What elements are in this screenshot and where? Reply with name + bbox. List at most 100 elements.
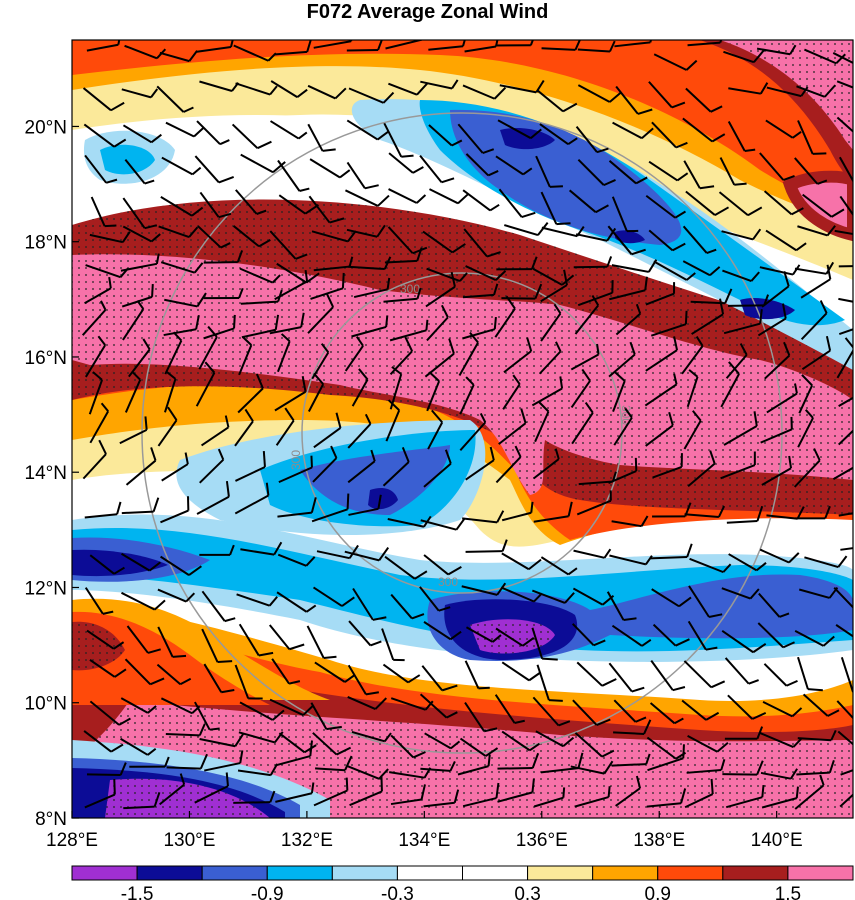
- wind-barb: [122, 225, 161, 243]
- wind-barb: [311, 230, 357, 243]
- wind-barb: [495, 445, 522, 484]
- wind-barb: [798, 374, 814, 414]
- wind-barb: [761, 455, 793, 486]
- wind-barb: [84, 154, 118, 184]
- wind-barb: [423, 554, 462, 576]
- wind-barb: [164, 371, 177, 413]
- wind-barb: [723, 411, 758, 446]
- wind-barb: [652, 453, 683, 479]
- wind-barb: [836, 80, 853, 89]
- wind-barb: [166, 753, 208, 770]
- y-tick-label: 20°N: [25, 117, 67, 138]
- wind-barb: [234, 482, 270, 515]
- wind-barb: [797, 225, 836, 237]
- wind-barb: [644, 373, 678, 407]
- ring-label-north: 300: [400, 282, 420, 296]
- wind-barb: [81, 300, 107, 336]
- wind-barb: [197, 225, 231, 249]
- wind-barb: [765, 229, 807, 252]
- wind-barb: [838, 297, 853, 303]
- wind-barb: [539, 123, 578, 145]
- wind-barb: [385, 40, 423, 50]
- wind-barb: [615, 85, 653, 115]
- north-pink-dots: [720, 40, 853, 150]
- wind-barb: [388, 82, 428, 96]
- wind-barb: [313, 40, 353, 49]
- wind-barb: [429, 188, 469, 205]
- wind-barb: [424, 732, 461, 750]
- wind-barb: [420, 761, 456, 772]
- wind-barb: [270, 80, 308, 99]
- wind-barb: [685, 190, 730, 216]
- wind-barb: [613, 699, 647, 723]
- wind-barb: [532, 267, 575, 286]
- colorbar-swatch: [657, 865, 724, 881]
- wind-barb: [348, 494, 382, 516]
- wind-barb: [199, 544, 235, 556]
- wind-barb: [611, 515, 649, 528]
- x-tick-label: 130°E: [163, 830, 215, 851]
- wind-barb: [495, 155, 533, 176]
- wind-barb: [650, 660, 686, 692]
- wind-barb: [462, 189, 500, 212]
- wind-barb: [756, 44, 797, 56]
- wind-barb: [419, 154, 455, 184]
- wind-barb: [687, 734, 729, 753]
- mid-purple-dots: [470, 619, 555, 654]
- wind-barb: [531, 627, 558, 661]
- wind-barb: [122, 197, 158, 230]
- colorbar-label: 0.3: [514, 884, 540, 900]
- wind-barb: [308, 195, 345, 224]
- wind-barb: [722, 760, 764, 776]
- colorbar-swatch: [462, 865, 529, 881]
- colorbar-label: -0.3: [381, 884, 414, 900]
- wind-barb: [575, 227, 617, 242]
- wind-barb: [84, 501, 122, 519]
- wind-barb: [648, 81, 686, 109]
- wind-barbs: [81, 40, 853, 810]
- colorbar-swatch: [201, 865, 268, 881]
- wind-barb: [540, 269, 568, 303]
- wind-barb: [762, 700, 803, 718]
- colorbar: -1.5 -0.9 -0.3 0.3 0.9 1.5: [71, 865, 854, 900]
- wind-barb: [157, 588, 196, 603]
- wind-barb: [194, 772, 229, 804]
- wind-barb: [239, 267, 281, 284]
- wind-barb: [612, 121, 654, 140]
- wind-barb: [724, 726, 764, 740]
- wind-barb: [86, 762, 127, 777]
- wind-barb: [390, 734, 426, 759]
- wind-barb: [571, 623, 606, 647]
- wind-barb: [314, 661, 356, 683]
- wind-barb: [498, 408, 527, 445]
- wind-barb: [232, 225, 271, 248]
- wind-barb: [613, 408, 633, 446]
- wind-barb: [797, 120, 827, 155]
- wind-barb: [645, 411, 674, 447]
- wind-barb: [502, 374, 521, 410]
- wind-barb: [759, 152, 795, 181]
- wind-barb: [725, 784, 765, 809]
- wind-barb: [234, 664, 263, 700]
- wind-barb: [423, 449, 452, 488]
- wind-barb: [346, 224, 386, 238]
- wind-barb: [269, 230, 308, 260]
- wind-barb: [574, 295, 600, 335]
- wind-barb: [683, 160, 715, 190]
- wind-barb: [685, 87, 723, 113]
- wind-barb: [390, 697, 434, 711]
- wind-barb: [165, 723, 206, 737]
- colorbar-label: 1.5: [775, 884, 801, 900]
- wind-barb: [125, 447, 157, 486]
- wind-barb: [540, 303, 562, 342]
- wind-barb: [465, 265, 507, 282]
- wind-barb: [123, 791, 161, 810]
- wind-barb: [687, 620, 718, 651]
- wind-barb: [88, 371, 104, 415]
- x-tick-label: 140°E: [751, 830, 803, 851]
- wind-barb: [459, 737, 499, 757]
- center-navy: [368, 488, 398, 510]
- wind-barb: [723, 309, 763, 335]
- wind-barb: [532, 448, 560, 480]
- wind-barb: [90, 196, 117, 228]
